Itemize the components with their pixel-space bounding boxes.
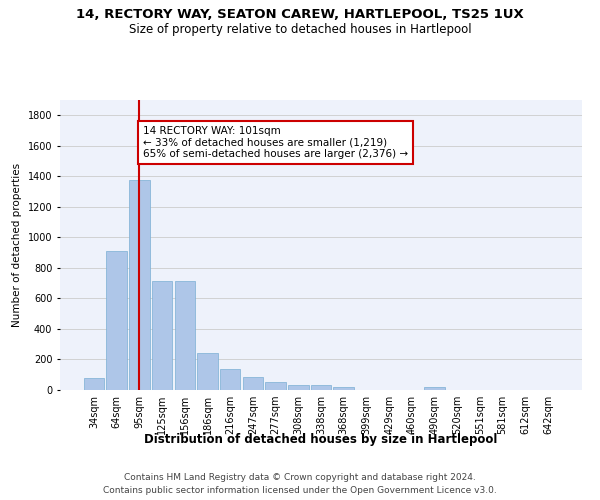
Bar <box>84 378 104 390</box>
Bar <box>152 281 172 390</box>
Bar <box>311 386 331 390</box>
Bar <box>424 388 445 390</box>
Text: Size of property relative to detached houses in Hartlepool: Size of property relative to detached ho… <box>128 22 472 36</box>
Bar <box>106 251 127 390</box>
Bar <box>220 368 241 390</box>
Bar <box>175 281 195 390</box>
Text: Contains HM Land Registry data © Crown copyright and database right 2024.
Contai: Contains HM Land Registry data © Crown c… <box>103 474 497 495</box>
Text: Distribution of detached houses by size in Hartlepool: Distribution of detached houses by size … <box>145 432 497 446</box>
Bar <box>242 377 263 390</box>
Bar <box>197 352 218 390</box>
Y-axis label: Number of detached properties: Number of detached properties <box>12 163 22 327</box>
Bar <box>265 382 286 390</box>
Text: 14, RECTORY WAY, SEATON CAREW, HARTLEPOOL, TS25 1UX: 14, RECTORY WAY, SEATON CAREW, HARTLEPOO… <box>76 8 524 20</box>
Bar <box>334 388 354 390</box>
Text: 14 RECTORY WAY: 101sqm
← 33% of detached houses are smaller (1,219)
65% of semi-: 14 RECTORY WAY: 101sqm ← 33% of detached… <box>143 126 408 159</box>
Bar <box>129 180 149 390</box>
Bar <box>288 386 308 390</box>
